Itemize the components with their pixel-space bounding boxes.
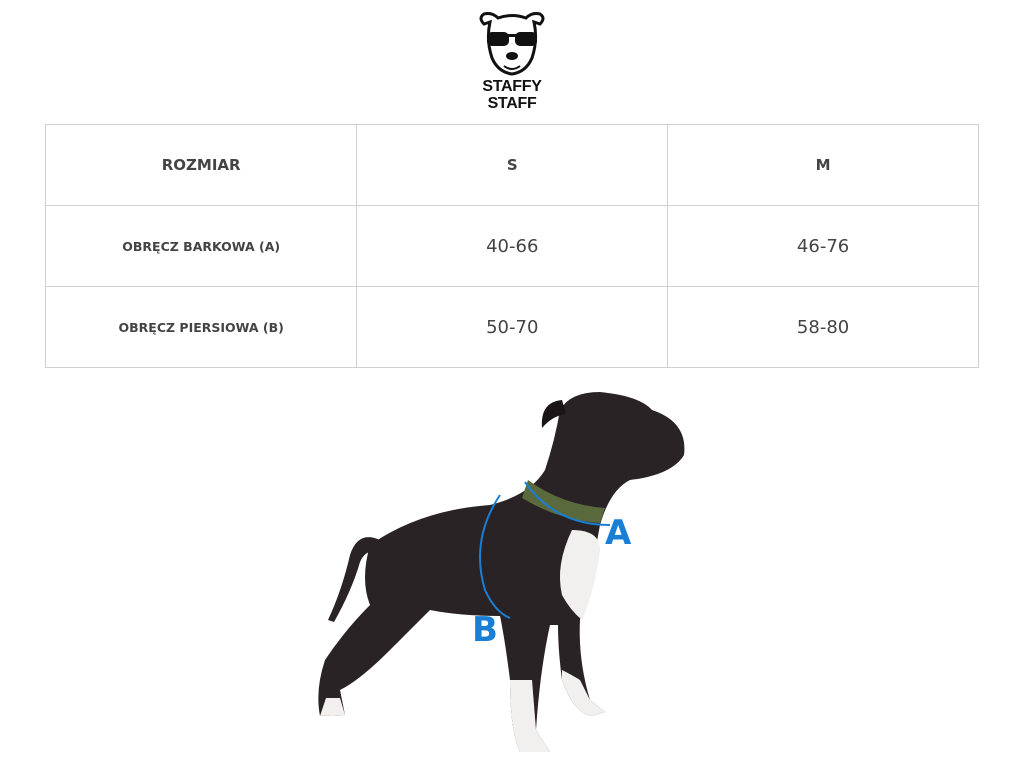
header-size: ROZMIAR (44, 124, 358, 206)
table-row: OBRĘCZ PIERSIOWA (B) 50-70 58-80 (44, 286, 979, 368)
cell-value: 58-80 (667, 286, 979, 368)
brand-logo: STAFFY STAFF (472, 10, 552, 116)
measurement-label-a: A (605, 513, 632, 553)
dog-logo-icon (479, 12, 545, 76)
measurement-label-b: B (472, 610, 498, 650)
brand-name-line2: STAFF (487, 95, 537, 112)
brand-name-line1: STAFFY (482, 78, 542, 95)
table-row: OBRĘCZ BARKOWA (A) 40-66 46-76 (44, 205, 979, 287)
cell-value: 46-76 (667, 205, 979, 287)
cell-value: 50-70 (356, 286, 669, 368)
row-label: OBRĘCZ PIERSIOWA (B) (44, 286, 358, 368)
header-m: M (667, 124, 979, 206)
cell-value: 40-66 (356, 205, 669, 287)
dog-measurement-illustration (318, 392, 685, 752)
row-label: OBRĘCZ BARKOWA (A) (44, 205, 358, 287)
size-table: ROZMIAR S M OBRĘCZ BARKOWA (A) 40-66 46-… (44, 124, 979, 368)
table-header-row: ROZMIAR S M (44, 124, 979, 206)
header-s: S (356, 124, 669, 206)
